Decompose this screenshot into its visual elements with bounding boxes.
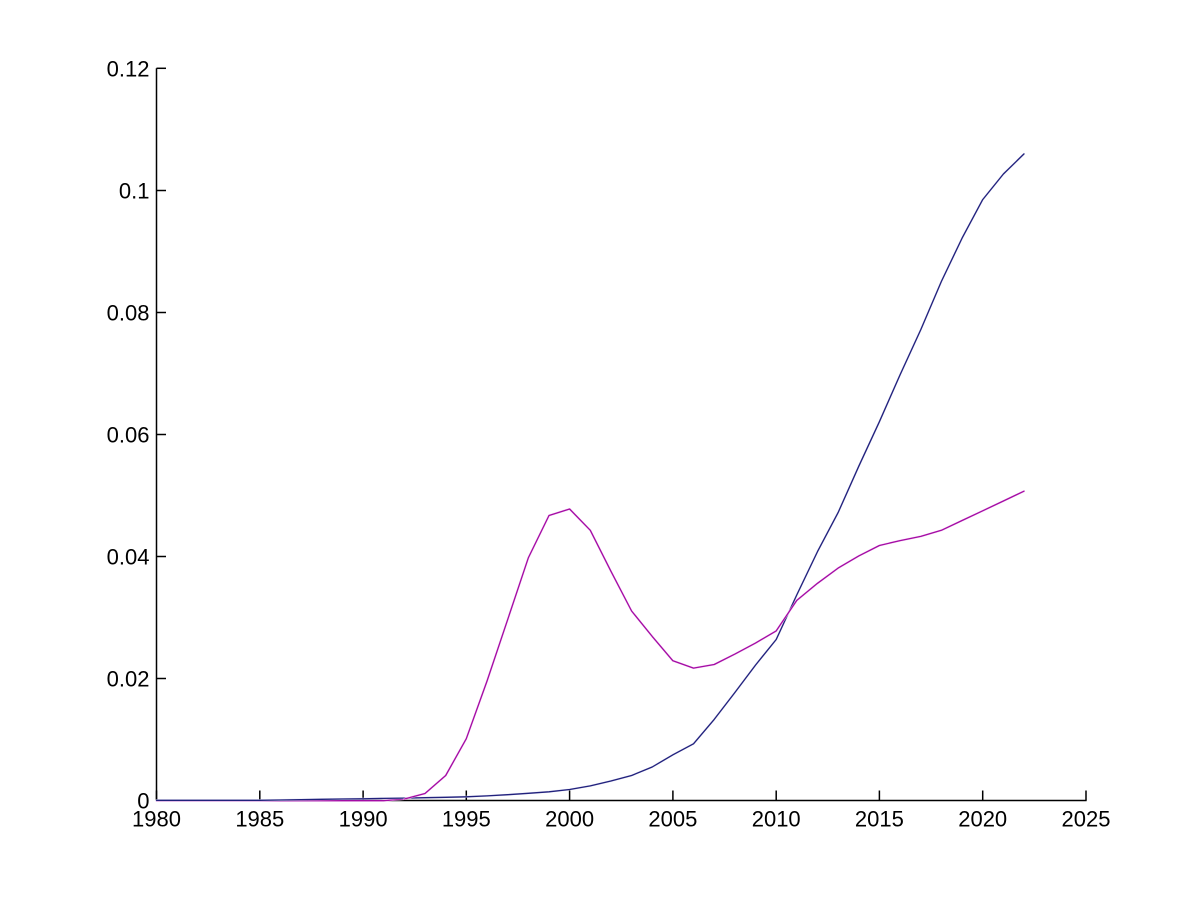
svg-text:0: 0 [137,789,149,814]
svg-text:1980: 1980 [132,807,181,832]
svg-text:1985: 1985 [235,807,284,832]
svg-text:1990: 1990 [339,807,388,832]
svg-text:1995: 1995 [442,807,491,832]
svg-text:2010: 2010 [752,807,801,832]
svg-text:0.12: 0.12 [107,57,150,82]
svg-text:0.08: 0.08 [107,301,150,326]
svg-text:0.06: 0.06 [107,423,150,448]
svg-text:2015: 2015 [855,807,904,832]
svg-text:2005: 2005 [648,807,697,832]
svg-text:0.04: 0.04 [107,545,150,570]
svg-text:0.02: 0.02 [107,667,150,692]
svg-text:2020: 2020 [958,807,1007,832]
svg-text:2000: 2000 [545,807,594,832]
svg-text:0.1: 0.1 [119,179,150,204]
svg-text:2025: 2025 [1062,807,1111,832]
